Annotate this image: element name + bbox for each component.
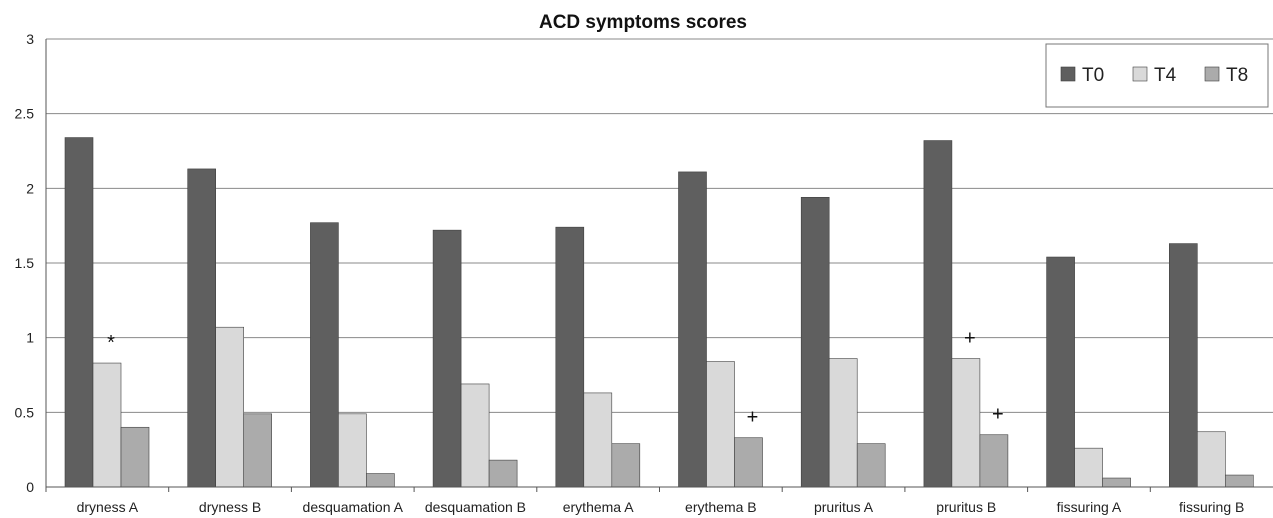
category-label: pruritus A [814,499,874,515]
bar-t4 [1197,431,1226,488]
y-axis-ticks: 0 0.5 1 1.5 2 2.5 3 [15,31,35,495]
bar-t8 [120,426,150,488]
category-label: pruritus B [936,499,996,515]
legend-swatch-t8 [1204,66,1220,82]
category-label: erythema B [685,499,757,515]
bar-t4 [92,362,122,488]
category-label: fissuring B [1179,499,1244,515]
bar-t4 [706,361,735,488]
y-tick-label: 1.5 [15,255,35,271]
bar-t8 [366,473,395,488]
axes [45,39,1273,492]
y-tick-label: 2 [26,180,34,196]
chart-title: ACD symptoms scores [539,12,747,33]
category-label: fissuring A [1057,499,1122,515]
bar-t8 [734,437,763,488]
bar-t4 [338,413,367,488]
y-tick-label: 3 [26,31,34,47]
bar-t0 [800,196,830,488]
bar-t0 [555,226,585,488]
category-label: dryness A [77,499,139,515]
bar-t4 [460,383,490,488]
bar-t0 [1169,243,1198,488]
legend: T0 T4 T8 [1045,43,1269,108]
bar-t4 [1074,447,1103,488]
bar-t0 [432,229,462,488]
bar-t8 [488,459,518,488]
bar-t0 [310,222,339,488]
annotations: * + + + [107,328,1004,429]
category-label: desquamation B [425,499,526,515]
bar-t4 [583,392,613,488]
legend-label-t8: T8 [1226,65,1248,86]
legend-swatch-t0 [1060,66,1076,82]
y-tick-label: 0.5 [15,404,35,420]
legend-label-t4: T4 [1154,65,1177,86]
bar-t0 [1046,256,1075,488]
bar-t4 [951,358,981,488]
bar-t4 [828,358,858,488]
legend-swatch-t4 [1132,66,1148,82]
significance-marker: + [992,404,1004,426]
category-label: erythema A [563,499,634,515]
category-label: desquamation A [303,499,404,515]
bar-t8 [1102,477,1131,488]
y-tick-label: 2.5 [15,106,35,122]
y-tick-label: 1 [26,330,34,346]
bar-t8 [611,443,641,488]
bar-t8 [856,443,886,488]
legend-label-t0: T0 [1082,65,1104,86]
bar-t0 [923,140,953,488]
bar-t0 [678,171,707,488]
y-tick-label: 0 [26,479,34,495]
significance-marker: + [964,328,976,350]
bar-t8 [243,413,272,488]
bars [64,137,1254,488]
significance-marker: + [747,407,759,429]
bar-t4 [215,326,244,488]
significance-marker: * [107,332,115,354]
category-label: dryness B [199,499,261,515]
legend-frame [1045,43,1269,108]
bar-t8 [1225,474,1254,488]
bar-t8 [979,434,1009,488]
bar-t0 [187,168,216,488]
bar-t0 [64,137,94,488]
x-axis-categories: dryness A dryness B desquamation A desquama… [77,499,1245,515]
